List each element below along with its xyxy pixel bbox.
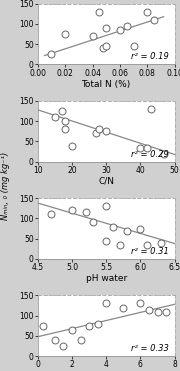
Point [125,23,128,29]
Point [84,209,87,215]
Point [71,142,73,148]
Point [88,323,91,329]
Point [159,240,162,246]
X-axis label: Total N (%): Total N (%) [82,80,131,89]
Point [112,224,114,230]
Point [105,203,108,209]
Point [62,343,65,349]
Point [146,145,149,151]
Point [91,220,94,226]
Point [94,130,97,136]
Point [146,9,149,15]
Point [60,108,63,114]
Point [71,207,73,213]
Point [118,27,121,33]
Text: r² = 0.31: r² = 0.31 [131,247,169,256]
Point [118,242,121,248]
Point [64,31,67,37]
Point [53,114,56,120]
Point [64,127,67,132]
Point [53,337,56,343]
Point [122,305,125,311]
Point [41,323,44,329]
Point [148,306,150,312]
Text: r² = 0.33: r² = 0.33 [131,344,169,353]
Text: Nₘᵢₙ, ₀ (mg kg⁻¹): Nₘᵢₙ, ₀ (mg kg⁻¹) [1,151,10,220]
Point [146,242,149,248]
Point [98,127,101,132]
Point [125,227,128,233]
Point [105,25,108,31]
Point [96,321,99,327]
Point [105,43,108,49]
Point [153,17,156,23]
X-axis label: C/N: C/N [98,177,114,186]
Point [102,45,105,51]
Text: r² = 0.19: r² = 0.19 [131,52,169,62]
Point [132,43,135,49]
Point [64,118,67,124]
Point [105,128,108,134]
Point [139,226,142,232]
Point [50,211,53,217]
Point [91,33,94,39]
Point [149,106,152,112]
Point [163,151,166,157]
Point [79,337,82,343]
Point [105,301,108,306]
Point [139,301,142,306]
Point [98,9,101,15]
Point [71,327,73,333]
Point [139,145,142,151]
Point [105,238,108,244]
X-axis label: pH water: pH water [86,274,127,283]
Point [165,309,168,315]
Point [50,51,53,57]
Text: r² = 0.29: r² = 0.29 [131,150,169,159]
Point [156,309,159,315]
